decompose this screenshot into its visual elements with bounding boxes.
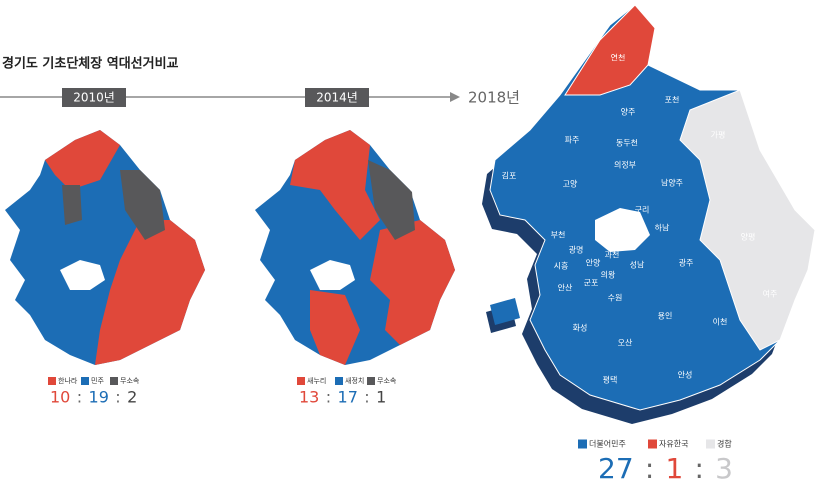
region-label: 의왕: [601, 270, 616, 280]
region-label: 김포: [502, 171, 517, 181]
legend-label: 더불어민주: [589, 439, 626, 449]
region-label: 여주: [763, 289, 778, 299]
legend-swatch: [578, 439, 587, 449]
count: 27: [598, 452, 634, 484]
map-2018: [482, 4, 816, 424]
count: 19: [89, 388, 109, 407]
year-label: 2018년: [468, 89, 520, 107]
title: 경기도 기초단체장 역대선거비교: [2, 56, 179, 72]
legend-label: 무소속: [120, 377, 140, 385]
region-label: 양평: [741, 232, 756, 242]
region-label: 안양: [586, 258, 601, 268]
legend-swatch: [81, 377, 89, 385]
region-label: 수원: [608, 294, 623, 303]
region-label: 하남: [655, 223, 670, 233]
region-label: 광주: [679, 258, 694, 268]
region-label: 구리: [635, 206, 650, 215]
region-label: 동두천: [616, 138, 638, 148]
region-label: 이천: [713, 317, 728, 327]
region-label: 가평: [711, 130, 726, 140]
region-label: 용인: [658, 311, 673, 321]
region-label: 고양: [563, 180, 578, 189]
region-label: 평택: [603, 375, 618, 385]
region-label: 포천: [665, 95, 680, 105]
count: 2: [127, 388, 137, 407]
legend-label: 자유한국: [659, 440, 688, 449]
count: 1: [665, 452, 683, 484]
legend-label: 새정치: [345, 376, 364, 385]
count: 10: [50, 388, 70, 407]
year-label: 2014년: [316, 91, 358, 105]
year-box: [305, 88, 369, 107]
count-separator: :: [695, 452, 704, 484]
region-label: 시흥: [554, 261, 569, 271]
count-separator: :: [645, 452, 654, 484]
count: 13: [299, 388, 319, 407]
year-box: [62, 88, 126, 107]
legend-swatch: [367, 377, 375, 385]
region-label: 군포: [584, 279, 599, 288]
legend-swatch: [335, 377, 343, 385]
region-label: 남양주: [661, 179, 683, 188]
legend-label: 한나라: [58, 376, 78, 385]
legend-swatch: [110, 377, 118, 385]
legend-label: 무소속: [377, 377, 397, 385]
region-label: 연천: [611, 53, 626, 63]
count: 1: [376, 388, 386, 407]
year-label: 2010년: [73, 91, 115, 105]
count-separator: :: [115, 388, 120, 407]
legend-swatch: [48, 377, 56, 385]
region-label: 부천: [551, 230, 566, 240]
region-label: 성남: [630, 261, 645, 270]
region-label: 파주: [565, 136, 580, 145]
region-label: 안산: [558, 283, 573, 293]
legend-label: 경합: [717, 439, 732, 449]
legend-swatch: [706, 439, 715, 449]
count: 17: [338, 388, 358, 407]
legend-label: 민주: [91, 376, 104, 385]
count-separator: :: [364, 388, 369, 407]
legend-swatch: [648, 439, 657, 449]
region-label: 과천: [605, 250, 620, 260]
region-label: 안성: [678, 370, 693, 380]
region-label: 양주: [621, 108, 636, 117]
map-2010: [5, 130, 205, 365]
map-2014: [255, 130, 455, 365]
timeline-arrow: [450, 92, 460, 102]
region-label: 의정부: [614, 160, 636, 170]
count-separator: :: [326, 388, 331, 407]
region-label: 화성: [573, 324, 588, 333]
region-label: 광명: [569, 245, 584, 255]
count: 3: [715, 452, 733, 484]
region-label: 오산: [618, 338, 633, 348]
legend-label: 새누리: [307, 376, 326, 385]
legend-swatch: [297, 377, 305, 385]
count-separator: :: [77, 388, 82, 407]
